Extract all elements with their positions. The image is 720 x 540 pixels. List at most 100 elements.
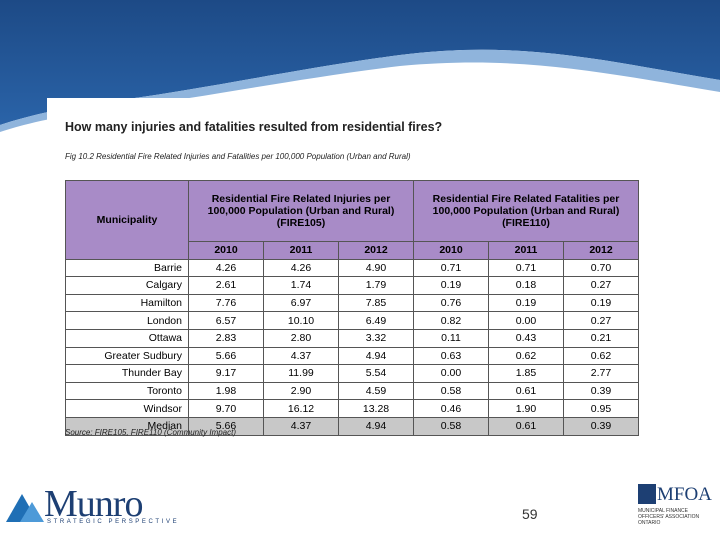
column-header: Municipality <box>65 180 189 260</box>
data-row: Windsor 9.70 16.12 13.28 0.46 1.90 0.95 <box>65 399 639 418</box>
value-cell: 1.90 <box>488 399 564 418</box>
value-cell: 0.21 <box>563 328 639 348</box>
group-header: Residential Fire Related Fatalities per … <box>413 180 639 242</box>
value-cell: 3.32 <box>338 328 414 348</box>
data-row: Thunder Bay 9.17 11.99 5.54 0.00 1.85 2.77 <box>65 364 639 383</box>
data-row: Calgary 2.61 1.74 1.79 0.19 0.18 0.27 <box>65 276 639 295</box>
value-cell: 0.19 <box>488 293 564 313</box>
data-row: Greater Sudbury 5.66 4.37 4.94 0.63 0.62 0.62 <box>65 346 639 366</box>
page-number: 59 <box>522 506 538 522</box>
value-cell: 4.90 <box>338 258 414 278</box>
value-cell: 1.98 <box>188 381 264 401</box>
value-cell: 9.70 <box>188 399 264 418</box>
municipality-cell: Thunder Bay <box>65 364 189 383</box>
value-cell: 0.18 <box>488 276 564 295</box>
mfoa-text: MUNICIPAL FINANCE OFFICERS' ASSOCIATION … <box>638 508 700 526</box>
value-cell: 9.17 <box>188 364 264 383</box>
municipality-cell: Barrie <box>65 258 189 278</box>
year-header: 2010 <box>188 241 264 260</box>
value-cell: 1.79 <box>338 276 414 295</box>
munro-logo: Munro <box>44 483 143 525</box>
value-cell: 5.66 <box>188 416 264 436</box>
value-cell: 0.71 <box>488 258 564 278</box>
value-cell: 2.83 <box>188 328 264 348</box>
value-cell: 4.37 <box>263 416 339 436</box>
value-cell: 4.59 <box>338 381 414 401</box>
value-cell: 6.97 <box>263 293 339 313</box>
munro-icon <box>6 494 44 522</box>
value-cell: 0.76 <box>413 293 489 313</box>
value-cell: 0.00 <box>413 364 489 383</box>
source: Source: FIRE105, FIRE110 (Community Impa… <box>65 428 237 437</box>
value-cell: 5.54 <box>338 364 414 383</box>
data-row: Ottawa 2.83 2.80 3.32 0.11 0.43 0.21 <box>65 328 639 348</box>
year-header: 2011 <box>488 241 564 260</box>
municipality-cell: Calgary <box>65 276 189 295</box>
value-cell: 2.61 <box>188 276 264 295</box>
value-cell: 4.26 <box>263 258 339 278</box>
value-cell: 0.61 <box>488 381 564 401</box>
year-header: 2012 <box>563 241 639 260</box>
value-cell: 0.19 <box>413 276 489 295</box>
value-cell: 4.94 <box>338 416 414 436</box>
value-cell: 10.10 <box>263 311 339 330</box>
value-cell: 2.90 <box>263 381 339 401</box>
value-cell: 0.19 <box>563 293 639 313</box>
municipality-cell: London <box>65 311 189 330</box>
title: How many injuries and fatalities resulte… <box>65 120 443 134</box>
value-cell: 7.85 <box>338 293 414 313</box>
value-cell: 2.77 <box>563 364 639 383</box>
value-cell: 0.62 <box>488 346 564 366</box>
mfoa-icon <box>638 484 656 504</box>
value-cell: 2.80 <box>263 328 339 348</box>
value-cell: 0.82 <box>413 311 489 330</box>
data-row: Barrie 4.26 4.26 4.90 0.71 0.71 0.70 <box>65 258 639 278</box>
value-cell: 4.26 <box>188 258 264 278</box>
median-label: Median <box>65 416 189 436</box>
value-cell: 0.62 <box>563 346 639 366</box>
header-row: Municipality Residential Fire Related Inj… <box>65 180 639 260</box>
group-header: Residential Fire Related Injuries per 10… <box>188 180 414 242</box>
value-cell: 6.49 <box>338 311 414 330</box>
header-wave <box>0 0 720 125</box>
mfoa-logo: MFOA <box>657 484 712 505</box>
value-cell: 0.61 <box>488 416 564 436</box>
value-cell: 0.27 <box>563 276 639 295</box>
median-row: Median 5.66 4.37 4.94 0.58 0.61 0.39 <box>65 416 639 436</box>
municipality-cell: Greater Sudbury <box>65 346 189 366</box>
value-cell: 0.58 <box>413 381 489 401</box>
data-row: London 6.57 10.10 6.49 0.82 0.00 0.27 <box>65 311 639 330</box>
value-cell: 0.58 <box>413 416 489 436</box>
value-cell: 4.37 <box>263 346 339 366</box>
municipality-cell: Hamilton <box>65 293 189 313</box>
value-cell: 7.76 <box>188 293 264 313</box>
header-wave-highlight <box>0 49 720 132</box>
year-header: 2010 <box>413 241 489 260</box>
value-cell: 0.63 <box>413 346 489 366</box>
value-cell: 5.66 <box>188 346 264 366</box>
value-cell: 0.27 <box>563 311 639 330</box>
value-cell: 0.39 <box>563 381 639 401</box>
value-cell: 0.43 <box>488 328 564 348</box>
value-cell: 0.11 <box>413 328 489 348</box>
value-cell: 13.28 <box>338 399 414 418</box>
value-cell: 0.71 <box>413 258 489 278</box>
data-row: Toronto 1.98 2.90 4.59 0.58 0.61 0.39 <box>65 381 639 401</box>
year-header: 2011 <box>263 241 339 260</box>
value-cell: 0.39 <box>563 416 639 436</box>
value-cell: 0.46 <box>413 399 489 418</box>
data-table: Municipality Residential Fire Related Inj… <box>65 180 639 436</box>
value-cell: 0.95 <box>563 399 639 418</box>
data-row: Hamilton 7.76 6.97 7.85 0.76 0.19 0.19 <box>65 293 639 313</box>
value-cell: 16.12 <box>263 399 339 418</box>
value-cell: 6.57 <box>188 311 264 330</box>
subtitle: Fig 10.2 Residential Fire Related Injuri… <box>65 152 411 161</box>
municipality-cell: Windsor <box>65 399 189 418</box>
value-cell: 0.00 <box>488 311 564 330</box>
municipality-cell: Toronto <box>65 381 189 401</box>
value-cell: 11.99 <box>263 364 339 383</box>
value-cell: 4.94 <box>338 346 414 366</box>
municipality-cell: Ottawa <box>65 328 189 348</box>
value-cell: 1.85 <box>488 364 564 383</box>
